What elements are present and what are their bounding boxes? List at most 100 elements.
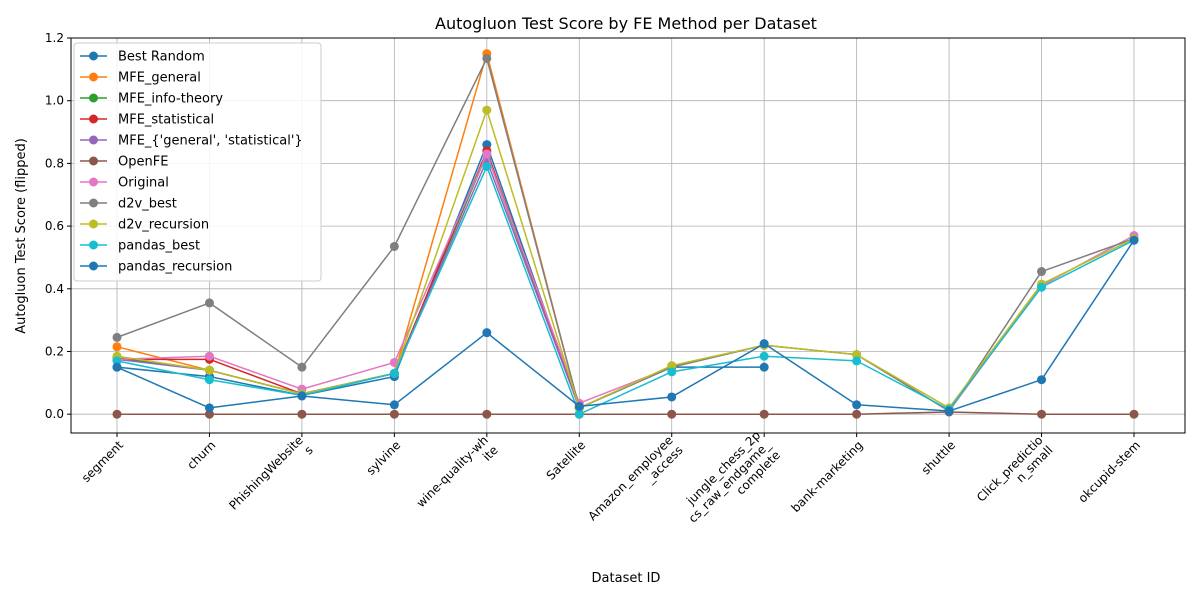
legend-item: pandas_recursion: [80, 260, 232, 275]
data-point: [1129, 409, 1139, 419]
data-point: [482, 409, 492, 419]
data-point: [667, 409, 677, 419]
legend-label: MFE_general: [118, 71, 201, 86]
y-tick-label: 1.2: [45, 31, 64, 45]
y-tick-label: 0.4: [45, 282, 64, 296]
data-point: [297, 409, 307, 419]
legend-item: d2v_best: [80, 197, 177, 212]
data-point: [112, 356, 122, 366]
legend-box: [73, 42, 322, 282]
y-tick-label: 0.6: [45, 219, 64, 233]
legend-label: OpenFE: [118, 155, 168, 170]
y-axis: 0.0 0.2 0.4 0.6 0.8 1.0 1.2: [45, 31, 71, 421]
data-point: [482, 162, 492, 172]
series-pandas_recursion: [112, 235, 1139, 416]
chart-title: Autogluon Test Score by FE Method per Da…: [435, 14, 817, 33]
series-line: [117, 411, 1134, 415]
series-line: [116, 109, 1135, 409]
legend-item: MFE_info-theory: [80, 92, 223, 107]
legend-marker: [89, 135, 98, 145]
data-point: [1037, 282, 1047, 292]
data-point: [112, 332, 122, 342]
legend: Best Random MFE_general MFE_info-theory MFE…: [73, 42, 322, 282]
data-point: [1037, 267, 1047, 277]
y-tick-label: 0.8: [45, 156, 64, 170]
legend-label: MFE_info-theory: [118, 92, 223, 107]
data-point: [852, 400, 862, 410]
y-axis-label: Autogluon Test Score (flipped): [14, 138, 29, 334]
data-point: [759, 339, 769, 349]
plot-frame: [70, 37, 1186, 434]
data-point: [204, 403, 214, 413]
legend-marker: [89, 219, 98, 229]
legend-marker: [89, 114, 98, 124]
series-OpenFE: [112, 407, 1139, 419]
data-point: [204, 298, 214, 308]
data-point: [852, 409, 862, 419]
legend-item: OpenFE: [80, 155, 168, 170]
data-point: [112, 362, 122, 372]
data-point: [482, 140, 492, 150]
legend-label: MFE_{'general', 'statistical'}: [118, 134, 303, 149]
legend-label: MFE_statistical: [118, 113, 214, 128]
legend-marker: [89, 156, 98, 166]
data-point: [759, 351, 769, 361]
legend-label: d2v_recursion: [118, 218, 209, 233]
data-point: [204, 409, 214, 419]
y-tick-label: 0.0: [45, 407, 64, 421]
data-point: [204, 365, 214, 375]
legend-marker: [89, 177, 98, 187]
data-point: [112, 342, 122, 352]
legend-label: Original: [118, 176, 169, 191]
legend-label: Best Random: [118, 50, 205, 65]
data-point: [759, 409, 769, 419]
data-point: [204, 375, 214, 385]
legend-marker: [89, 72, 98, 82]
legend-item: MFE_statistical: [80, 113, 214, 128]
data-point: [1037, 375, 1047, 385]
legend-label: d2v_best: [118, 197, 177, 212]
legend-item: pandas_best: [80, 239, 200, 254]
y-tick-label: 1.0: [45, 94, 64, 108]
data-point: [389, 241, 399, 251]
series-layer: [112, 49, 1139, 419]
data-point: [482, 53, 492, 63]
legend-label: pandas_recursion: [118, 260, 232, 275]
data-point: [297, 391, 307, 401]
data-point: [667, 361, 677, 371]
data-point: [1037, 409, 1047, 419]
data-point: [482, 105, 492, 115]
data-point: [574, 409, 584, 419]
legend-marker: [89, 198, 98, 208]
data-point: [667, 367, 677, 377]
legend-item: MFE_{'general', 'statistical'}: [80, 134, 303, 149]
data-point: [1129, 235, 1139, 245]
y-tick-label: 0.2: [45, 344, 64, 358]
data-point: [852, 356, 862, 366]
legend-marker: [89, 51, 98, 61]
data-point: [759, 362, 769, 372]
data-point: [852, 350, 862, 360]
data-point: [667, 392, 677, 402]
data-point: [482, 328, 492, 338]
x-axis-label: Dataset ID: [592, 571, 661, 586]
series-line: [116, 165, 1135, 415]
data-point: [389, 357, 399, 367]
legend-item: d2v_recursion: [80, 218, 209, 233]
legend-item: Original: [80, 176, 169, 191]
legend-label: pandas_best: [118, 239, 200, 254]
legend-marker: [89, 240, 98, 250]
data-point: [482, 149, 492, 159]
data-point: [574, 401, 584, 411]
data-point: [297, 362, 307, 372]
data-point: [944, 406, 954, 416]
data-point: [204, 351, 214, 361]
series-line: [116, 239, 1135, 412]
legend-item: MFE_general: [80, 71, 201, 86]
legend-marker: [89, 261, 98, 271]
data-point: [112, 409, 122, 419]
data-point: [389, 368, 399, 378]
data-point: [389, 409, 399, 419]
data-point: [389, 400, 399, 410]
